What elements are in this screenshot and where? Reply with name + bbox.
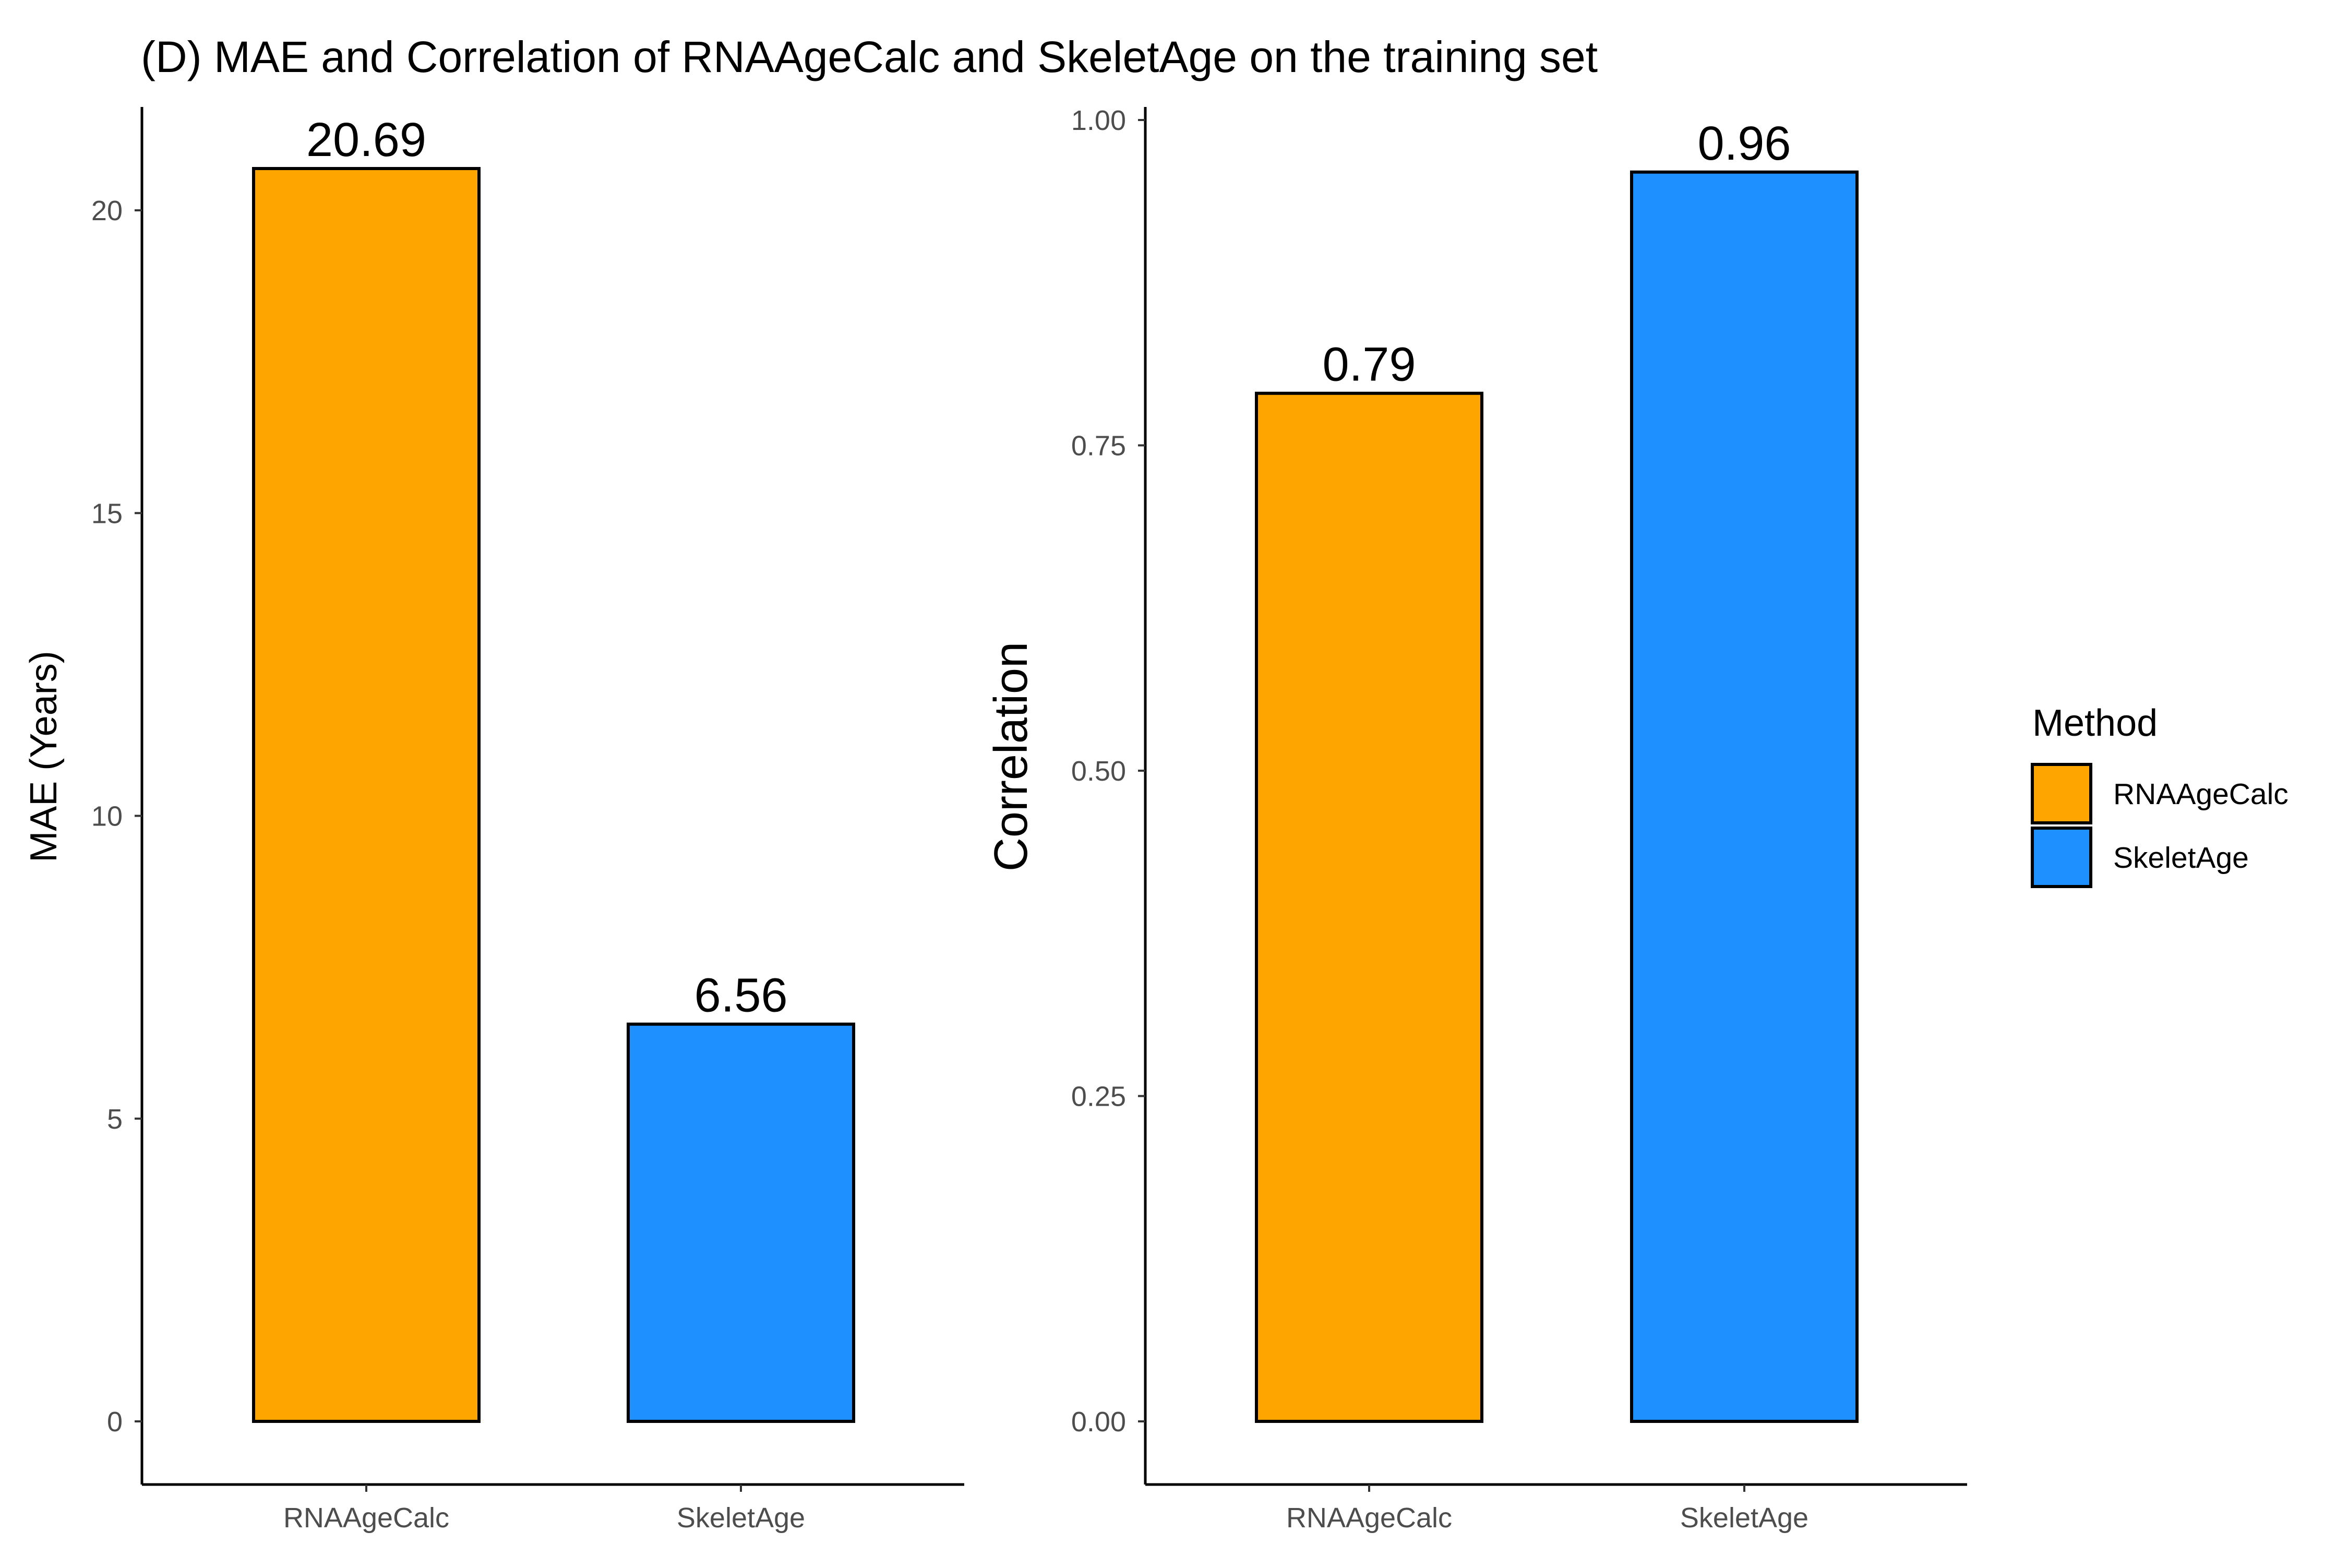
bar xyxy=(252,167,481,1423)
legend-items: RNAAgeCalc SkeletAge xyxy=(2031,763,2289,888)
x-tick-label: SkeletAge xyxy=(677,1502,805,1534)
y-tick-label: 0 xyxy=(107,1406,123,1438)
x-tick-label: SkeletAge xyxy=(1680,1502,1808,1534)
bar-value-label: 0.79 xyxy=(1322,338,1416,391)
bar-value-label: 0.96 xyxy=(1697,117,1791,170)
y-tick-label: 0.00 xyxy=(1071,1406,1126,1438)
y-tick-label: 0.75 xyxy=(1071,430,1126,462)
legend: Method RNAAgeCalc SkeletAge xyxy=(2031,702,2289,888)
y-tick-label: 0.25 xyxy=(1071,1081,1126,1112)
legend-label: RNAAgeCalc xyxy=(2113,777,2289,811)
mae-panel: 0 5 10 15 20 MAE (Years) 20.69 RNAAgeCalc 6.56 Sk… xyxy=(23,107,964,1534)
legend-title: Method xyxy=(2032,702,2158,744)
bar-value-label: 20.69 xyxy=(306,113,426,166)
y-axis-title: MAE (Years) xyxy=(23,651,65,862)
x-tick-label: RNAAgeCalc xyxy=(1286,1502,1452,1534)
bar xyxy=(1255,391,1483,1423)
bar-value-label: 6.56 xyxy=(694,969,787,1022)
correlation-panel: 0.00 0.25 0.50 0.75 1.00 Correlation 0.79 RNAAg… xyxy=(985,105,1967,1534)
legend-swatch xyxy=(2031,763,2092,824)
bar xyxy=(1630,170,1859,1423)
chart-title: (D) MAE and Correlation of RNAAgeCalc an… xyxy=(141,32,1598,81)
y-tick-label: 5 xyxy=(107,1104,123,1135)
y-tick-label: 10 xyxy=(91,801,123,832)
y-tick-label: 20 xyxy=(91,195,123,226)
y-tick-label: 0.50 xyxy=(1071,756,1126,787)
legend-swatch xyxy=(2031,827,2092,888)
x-tick-label: RNAAgeCalc xyxy=(283,1502,449,1534)
y-tick-label: 15 xyxy=(91,498,123,529)
y-tick-label: 1.00 xyxy=(1071,105,1126,136)
y-axis-title: Correlation xyxy=(985,642,1037,871)
bar xyxy=(627,1022,855,1423)
legend-label: SkeletAge xyxy=(2113,841,2249,875)
